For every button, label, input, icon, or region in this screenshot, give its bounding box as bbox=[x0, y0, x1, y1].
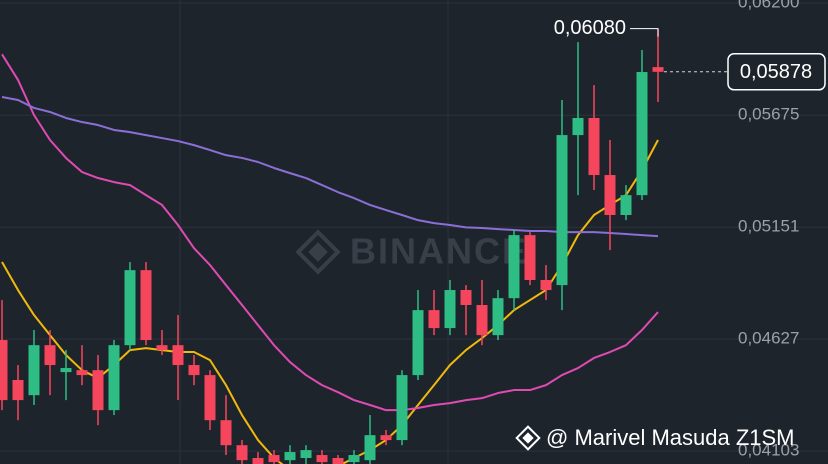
candle-body bbox=[124, 270, 136, 346]
candle-body bbox=[12, 380, 24, 401]
candle-body bbox=[332, 458, 344, 464]
y-tick-label: 0,04103 bbox=[738, 441, 799, 460]
candle-body bbox=[444, 290, 456, 329]
y-tick-label: 0,04627 bbox=[738, 329, 799, 348]
candle-body bbox=[76, 370, 88, 376]
candle-body bbox=[284, 452, 296, 461]
footer-text: @ Marivel Masuda Z1SM bbox=[546, 425, 795, 450]
candle-body bbox=[348, 455, 360, 463]
candle-body bbox=[60, 368, 72, 373]
candle-body bbox=[604, 175, 616, 216]
y-tick-label: 0,05151 bbox=[738, 217, 799, 236]
candle-body bbox=[428, 310, 440, 329]
candle-body bbox=[268, 455, 280, 463]
candle-body bbox=[300, 450, 312, 459]
candle-body bbox=[476, 304, 488, 336]
candles bbox=[0, 28, 664, 464]
candle-body bbox=[620, 195, 632, 216]
high-marker bbox=[630, 28, 659, 37]
candle-body bbox=[204, 375, 216, 421]
candle-body bbox=[364, 435, 376, 461]
candle-body bbox=[220, 420, 232, 446]
candle-body bbox=[636, 72, 648, 196]
candle-body bbox=[540, 279, 552, 291]
candle-body bbox=[0, 340, 8, 401]
y-axis: 0,06200 0,05675 0,05151 0,04627 0,04103 bbox=[738, 0, 799, 460]
price-box bbox=[727, 53, 826, 91]
candle-body bbox=[508, 235, 520, 299]
candle-body bbox=[492, 298, 504, 336]
footer: @ Marivel Masuda Z1SM bbox=[515, 425, 795, 451]
watermark-text: BINANCE bbox=[350, 231, 528, 272]
candle-body bbox=[588, 117, 600, 176]
annotations: 0,06080 0,05878 bbox=[554, 17, 826, 91]
candle-body bbox=[188, 365, 200, 376]
moving-average-line bbox=[1, 96, 659, 238]
candle-body bbox=[172, 345, 184, 366]
candle-body bbox=[380, 435, 392, 441]
watermark: BINANCE bbox=[295, 229, 528, 275]
high-label: 0,06080 bbox=[554, 17, 626, 39]
candle-body bbox=[236, 445, 248, 461]
footer-logo bbox=[515, 425, 541, 451]
candle-body bbox=[44, 345, 56, 366]
candle-body bbox=[92, 370, 104, 411]
candle-body bbox=[140, 270, 152, 341]
candle-body bbox=[556, 135, 568, 286]
candle-body bbox=[108, 345, 120, 411]
y-tick-label: 0,05675 bbox=[738, 105, 799, 124]
watermark-logo bbox=[295, 229, 341, 275]
candle-body bbox=[28, 345, 40, 396]
candle-body bbox=[252, 458, 264, 464]
moving-average-line bbox=[1, 53, 659, 412]
price-label: 0,05878 bbox=[740, 61, 812, 83]
candle-body bbox=[396, 375, 408, 441]
candle-body bbox=[316, 455, 328, 463]
candle-body bbox=[156, 345, 168, 351]
candle-body bbox=[412, 310, 424, 376]
candle-body bbox=[524, 235, 536, 280]
candle-body bbox=[460, 290, 472, 305]
y-tick-label: 0,06200 bbox=[738, 0, 799, 11]
candle-body bbox=[572, 117, 584, 136]
candle-body bbox=[652, 67, 664, 72]
